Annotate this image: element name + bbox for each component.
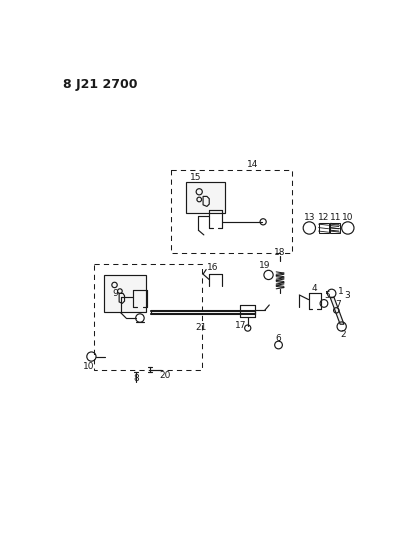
Text: 21: 21: [196, 323, 207, 332]
Text: 3: 3: [344, 291, 350, 300]
Bar: [94, 264, 202, 370]
Text: 13: 13: [303, 213, 315, 222]
Bar: [186, 182, 224, 213]
Text: 15: 15: [190, 173, 202, 182]
Text: 20: 20: [160, 372, 171, 381]
Text: 16: 16: [207, 263, 219, 272]
Text: 6: 6: [276, 334, 281, 343]
Text: 18: 18: [274, 248, 286, 257]
Text: 7: 7: [335, 301, 341, 310]
Text: 8: 8: [133, 374, 139, 383]
Bar: [171, 170, 293, 253]
Text: 11: 11: [330, 213, 341, 222]
Text: 19: 19: [259, 261, 270, 270]
Polygon shape: [330, 297, 344, 324]
Bar: [330, 223, 340, 233]
Text: 12: 12: [318, 213, 330, 222]
Text: 17: 17: [235, 321, 247, 330]
Text: 1: 1: [338, 287, 344, 296]
Bar: [319, 223, 328, 233]
Text: 5: 5: [324, 291, 330, 300]
Text: 10: 10: [342, 213, 353, 222]
Text: 8 J21 2700: 8 J21 2700: [63, 78, 137, 91]
Text: 10: 10: [83, 362, 94, 371]
Text: 4: 4: [312, 284, 318, 293]
Text: 14: 14: [247, 159, 259, 168]
Bar: [104, 275, 146, 312]
Text: 9: 9: [112, 289, 118, 298]
Text: 2: 2: [341, 330, 346, 339]
